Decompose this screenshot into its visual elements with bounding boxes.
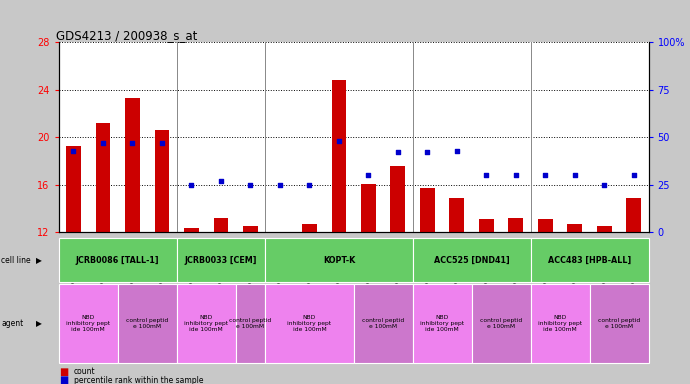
Text: ■: ■ [59,375,68,384]
Text: ▶: ▶ [36,256,42,265]
Bar [597,227,612,232]
Bar [331,80,346,232]
Point [97,140,108,146]
Bar [391,166,405,232]
Text: NBD
inhibitory pept
ide 100mM: NBD inhibitory pept ide 100mM [538,315,582,332]
Bar [567,224,582,232]
Text: control peptid
e 100mM: control peptid e 100mM [229,318,271,329]
Point [451,147,462,154]
Text: NBD
inhibitory pept
ide 100mM: NBD inhibitory pept ide 100mM [66,315,110,332]
Text: count: count [74,367,95,376]
Point [215,178,226,184]
Point [569,172,580,178]
Point [333,138,344,144]
Point [275,182,286,188]
Point [511,172,522,178]
Text: NBD
inhibitory pept
ide 100mM: NBD inhibitory pept ide 100mM [287,315,331,332]
Point [540,172,551,178]
Text: ACC483 [HPB-ALL]: ACC483 [HPB-ALL] [548,256,631,265]
Point [68,147,79,154]
Bar [95,123,110,232]
Text: control peptid
e 100mM: control peptid e 100mM [480,318,522,329]
Point [157,140,168,146]
Point [304,182,315,188]
Bar [273,232,287,233]
Bar [449,198,464,232]
Point [245,182,256,188]
Text: cell line: cell line [1,256,31,265]
Text: agent: agent [1,319,23,328]
Bar [155,130,169,232]
Point [186,182,197,188]
Bar [361,184,376,232]
Bar [243,227,258,232]
Bar [538,219,553,232]
Point [363,172,374,178]
Text: NBD
inhibitory pept
ide 100mM: NBD inhibitory pept ide 100mM [184,315,228,332]
Point [393,149,404,156]
Text: KOPT-K: KOPT-K [323,256,355,265]
Text: NBD
inhibitory pept
ide 100mM: NBD inhibitory pept ide 100mM [420,315,464,332]
Bar [420,189,435,232]
Text: JCRB0033 [CEM]: JCRB0033 [CEM] [185,256,257,265]
Point [481,172,492,178]
Text: JCRB0086 [TALL-1]: JCRB0086 [TALL-1] [76,256,159,265]
Bar [125,98,140,232]
Point [422,149,433,156]
Text: GDS4213 / 200938_s_at: GDS4213 / 200938_s_at [56,29,197,42]
Text: ACC525 [DND41]: ACC525 [DND41] [434,256,509,265]
Bar [627,198,641,232]
Text: control peptid
e 100mM: control peptid e 100mM [362,318,404,329]
Text: control peptid
e 100mM: control peptid e 100mM [598,318,640,329]
Text: ▶: ▶ [36,319,42,328]
Point [127,140,138,146]
Text: control peptid
e 100mM: control peptid e 100mM [126,318,168,329]
Bar [302,224,317,232]
Point [599,182,610,188]
Bar [66,146,81,232]
Point [629,172,640,178]
Text: ■: ■ [59,367,68,377]
Bar [184,228,199,232]
Bar [509,218,523,232]
Bar [213,218,228,232]
Bar [479,219,494,232]
Text: percentile rank within the sample: percentile rank within the sample [74,376,204,384]
